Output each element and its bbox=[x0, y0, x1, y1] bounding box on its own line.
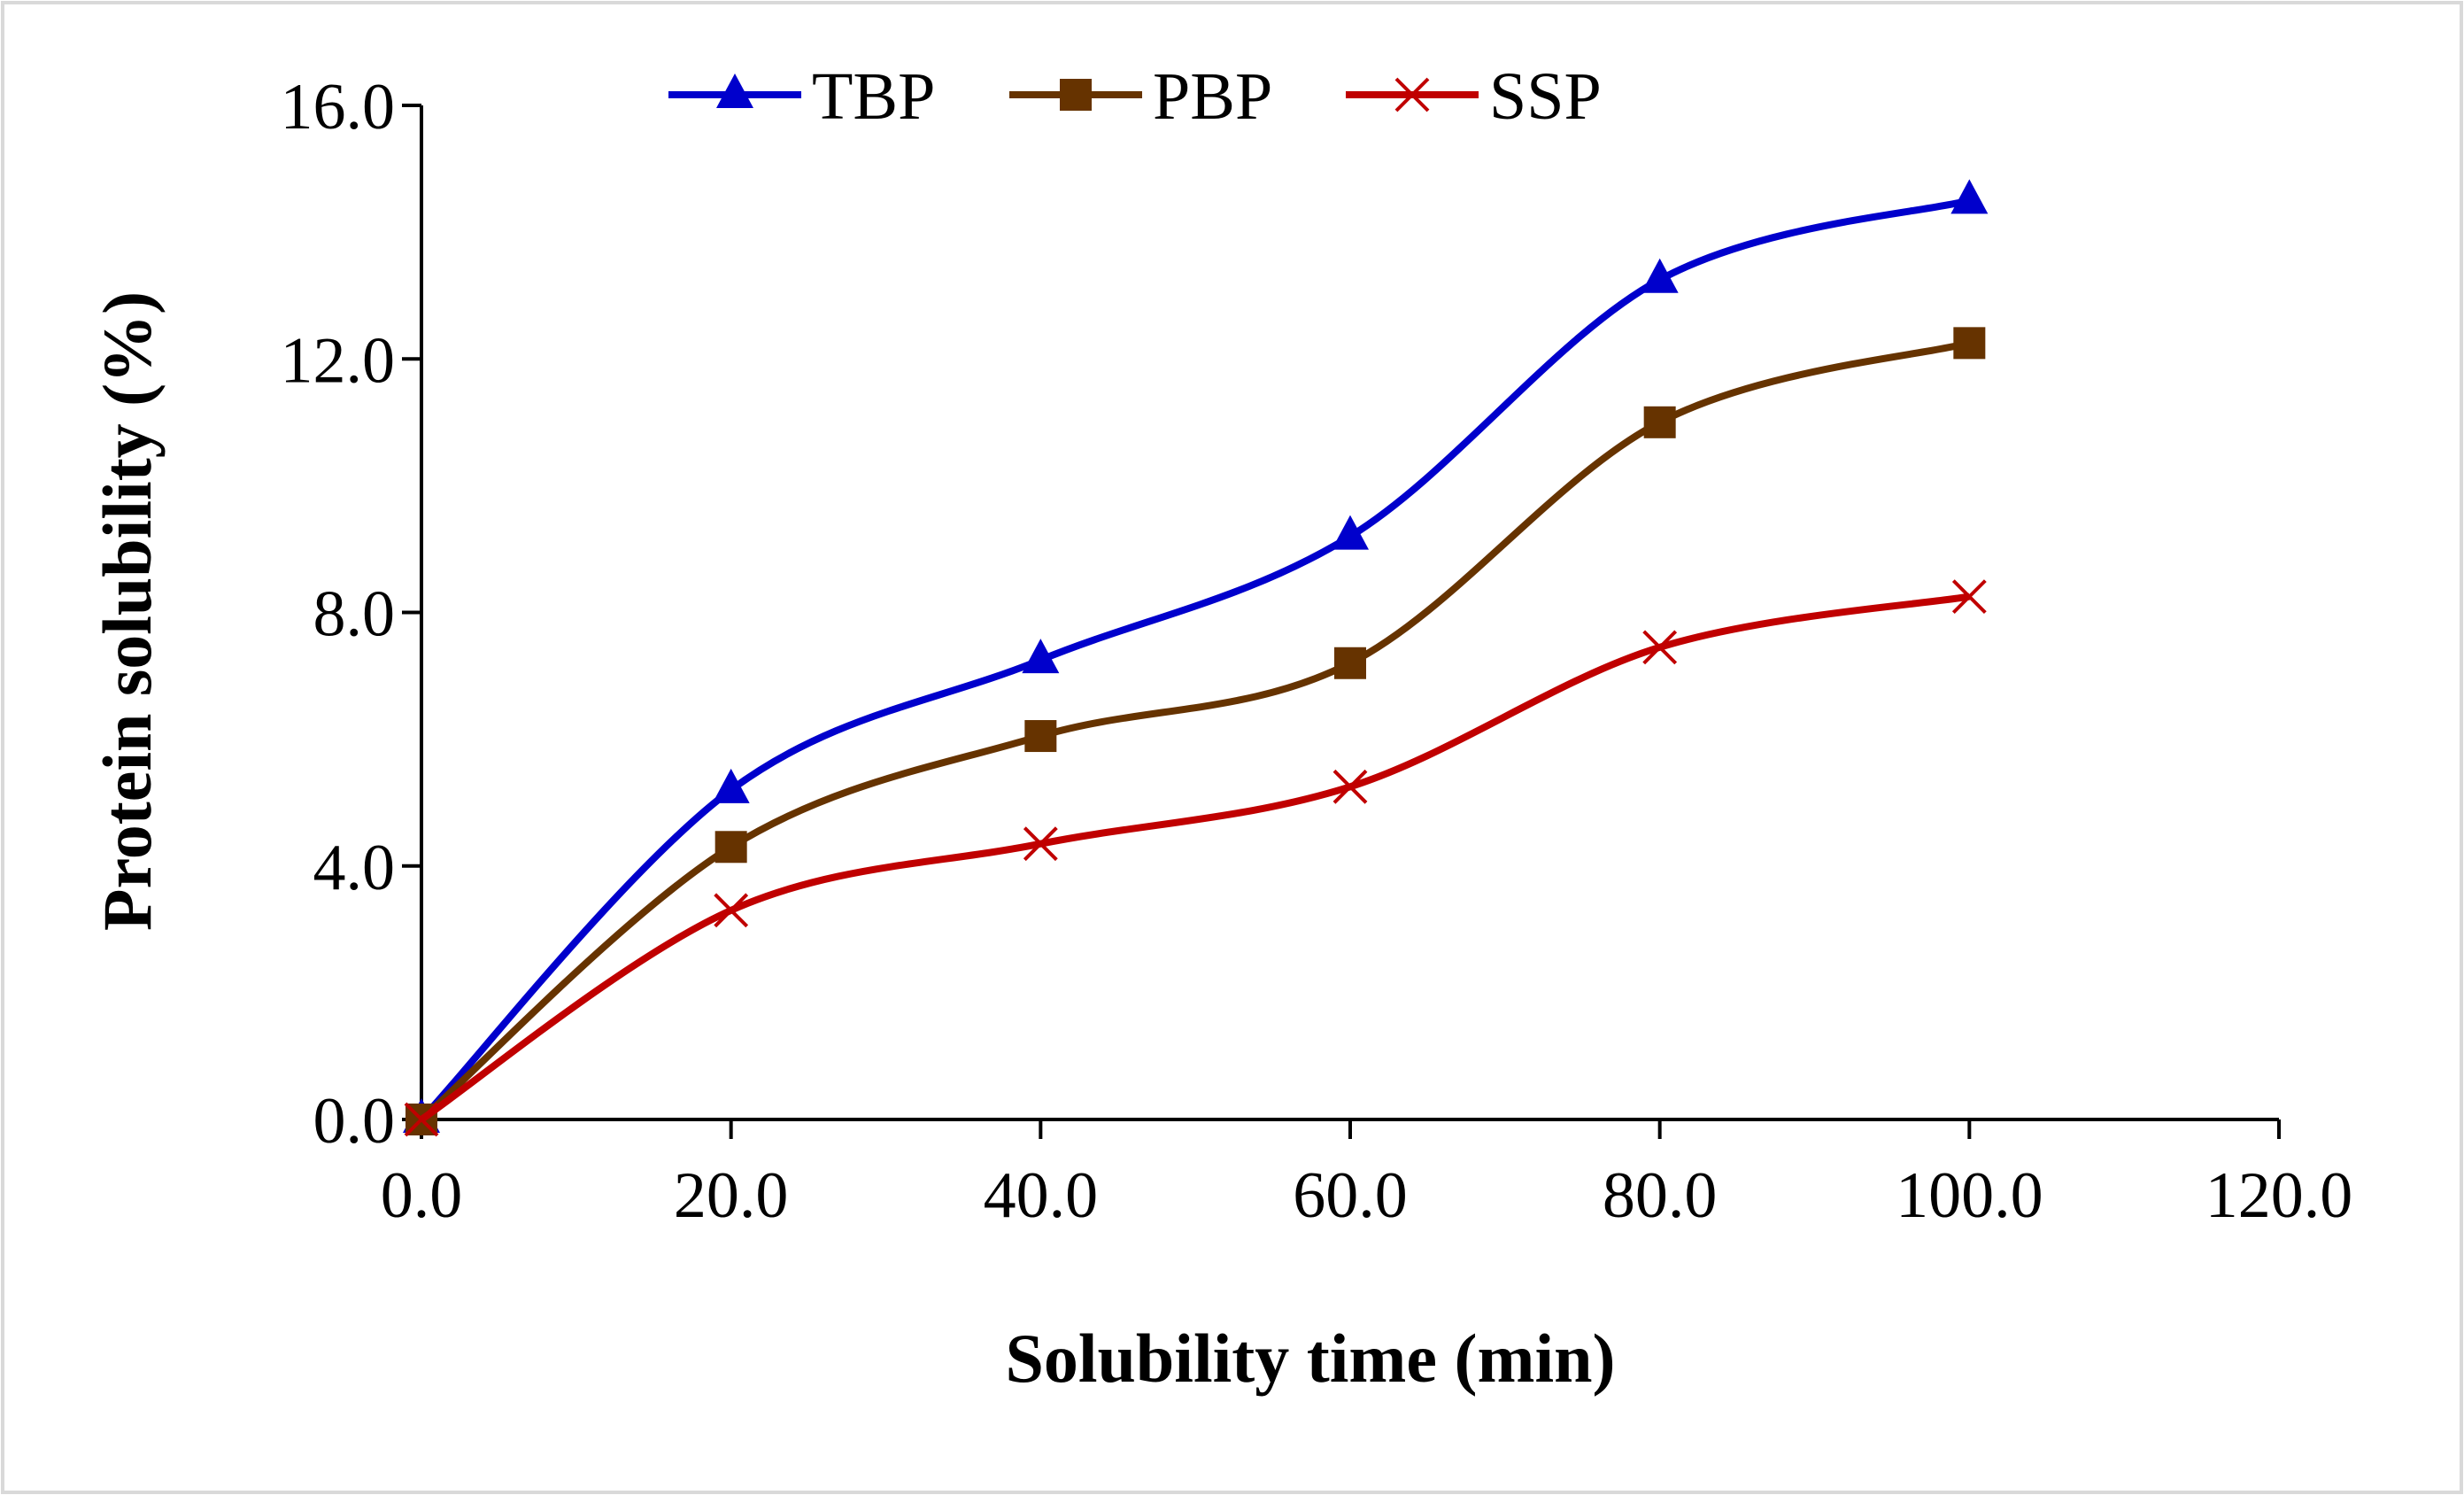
data-point-pbp bbox=[1643, 406, 1676, 438]
x-axis-label: Solubility time (min) bbox=[1005, 1320, 1615, 1397]
x-tick-label: 120.0 bbox=[2205, 1159, 2353, 1232]
data-point-tbp bbox=[1950, 179, 1989, 214]
series-line-ssp bbox=[419, 593, 1970, 1123]
legend: TBP PBP SSP bbox=[668, 59, 1602, 134]
legend-label-ssp: SSP bbox=[1489, 59, 1602, 134]
y-tick-label: 0.0 bbox=[313, 1085, 396, 1158]
series-line-tbp bbox=[419, 197, 1971, 1122]
data-point-tbp bbox=[712, 768, 750, 803]
data-point-ssp bbox=[1332, 769, 1368, 804]
x-tick-label: 20.0 bbox=[674, 1159, 789, 1232]
x-tick-label: 0.0 bbox=[381, 1159, 463, 1232]
x-tick-label: 60.0 bbox=[1293, 1159, 1408, 1232]
data-point-tbp bbox=[1332, 515, 1369, 550]
data-point-ssp bbox=[404, 1102, 439, 1137]
data-point-ssp bbox=[1951, 579, 1987, 615]
y-tick-label: 8.0 bbox=[313, 578, 396, 651]
legend-marker-ssp bbox=[1394, 77, 1430, 112]
y-axis-label: Protein solubility (%) bbox=[89, 291, 166, 931]
legend-label-tbp: TBP bbox=[812, 59, 935, 134]
axes: 0.0 20.0 40.0 60.0 80.0 100.0 120.0 0.0 4.0 8.0 12… bbox=[281, 71, 2353, 1232]
x-tick-label: 40.0 bbox=[984, 1159, 1099, 1232]
data-point-pbp bbox=[1024, 720, 1057, 753]
data-point-pbp bbox=[714, 831, 747, 864]
x-tick-label: 80.0 bbox=[1603, 1159, 1718, 1232]
legend-marker-pbp bbox=[1060, 79, 1092, 111]
series-line-pbp bbox=[419, 339, 1971, 1123]
x-tick-label: 100.0 bbox=[1896, 1159, 2043, 1232]
data-point-tbp bbox=[1022, 639, 1060, 674]
data-point-pbp bbox=[1334, 647, 1366, 679]
legend-marker-tbp bbox=[716, 74, 753, 108]
y-tick-label: 12.0 bbox=[281, 324, 396, 397]
y-tick-label: 16.0 bbox=[281, 71, 396, 143]
legend-label-pbp: PBP bbox=[1153, 59, 1272, 134]
data-point-ssp bbox=[714, 893, 749, 928]
data-point-ssp bbox=[1023, 826, 1058, 862]
data-point-tbp bbox=[1641, 258, 1679, 293]
y-tick-label: 4.0 bbox=[313, 832, 396, 904]
data-point-pbp bbox=[1953, 327, 1986, 360]
data-point-ssp bbox=[1642, 630, 1678, 665]
series-group bbox=[403, 179, 1989, 1137]
